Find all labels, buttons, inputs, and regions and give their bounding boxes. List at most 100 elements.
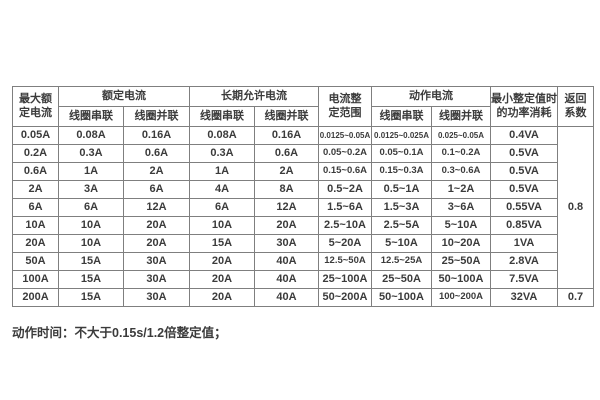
header-setting-range: 电流整 定范围 bbox=[318, 86, 372, 127]
header-row-subcolumns: 线圈串联 线圈并联 线圈串联 线圈并联 线圈串联 线圈并联 bbox=[13, 106, 594, 127]
table-cell: 10A bbox=[12, 216, 59, 235]
table-cell: 1VA bbox=[490, 234, 558, 253]
header-long-term-current-group: 长期允许电流 bbox=[189, 86, 319, 107]
table-cell: 25~100A bbox=[318, 270, 372, 289]
table-cell: 0.85VA bbox=[490, 216, 558, 235]
table-cell: 12.5~25A bbox=[371, 252, 432, 271]
header-line: 系数 bbox=[564, 106, 587, 119]
header-row-groups: 最大额 定电流 额定电流 长期允许电流 电流整 定范围 动作电流 最小整定值时 … bbox=[12, 86, 594, 127]
table-cell: 0.6A bbox=[12, 162, 59, 181]
header-coil-parallel: 线圈并联 bbox=[254, 106, 319, 127]
table-row: 0.05A 0.08A 0.16A 0.08A 0.16A 0.0125~0.05A 0.0… bbox=[12, 126, 594, 289]
header-coil-parallel: 线圈并联 bbox=[431, 106, 491, 127]
table-cell: 6A bbox=[123, 180, 190, 199]
table-cell: 0.2A bbox=[12, 144, 59, 163]
table-cell: 25~50A bbox=[371, 270, 432, 289]
header-line: 定电流 bbox=[19, 106, 52, 119]
header-operating-current-group: 动作电流 bbox=[371, 86, 491, 107]
table-row: 2A 3A 6A 4A 8A 0.5~2A 0.5~1A 1~2A 0.5VA bbox=[12, 180, 594, 199]
table-cell: 32VA bbox=[490, 288, 558, 307]
table-cell: 8A bbox=[254, 180, 319, 199]
footer-note: 动作时间：不大于0.15s/1.2倍整定值； bbox=[12, 326, 227, 340]
table-cell: 0.5VA bbox=[490, 180, 558, 199]
header-rated-current-group: 额定电流 bbox=[58, 86, 190, 107]
table-cell: 4A bbox=[189, 180, 255, 199]
table-cell: 2.8VA bbox=[490, 252, 558, 271]
table-cell: 0.15~0.3A bbox=[371, 162, 432, 181]
header-line: 电流整 bbox=[328, 92, 362, 105]
table-cell: 40A bbox=[254, 252, 319, 271]
table-cell: 0.4VA bbox=[490, 126, 558, 145]
table-cell: 1.5~3A bbox=[371, 198, 432, 217]
table-row: 0.2A 0.3A 0.6A 0.3A 0.6A 0.05~0.2A 0.05~0.1A 0.… bbox=[12, 144, 594, 163]
table-cell: 2A bbox=[254, 162, 319, 181]
table-cell: 0.0125~0.05A bbox=[318, 126, 372, 145]
header-coil-series: 线圈串联 bbox=[58, 106, 124, 127]
table-cell: 5~10A bbox=[431, 216, 491, 235]
table-cell: 0.55VA bbox=[490, 198, 558, 217]
table-cell: 20A bbox=[189, 252, 255, 271]
table-cell: 30A bbox=[123, 288, 190, 307]
table-cell: 6A bbox=[58, 198, 124, 217]
table-cell: 3A bbox=[58, 180, 124, 199]
table-cell: 0.5VA bbox=[490, 144, 558, 163]
table-cell: 0.05A bbox=[12, 126, 59, 145]
header-coil-series: 线圈串联 bbox=[189, 106, 255, 127]
return-coefficient-cell: 0.7 bbox=[557, 288, 594, 307]
header-line: 最小整定值时 bbox=[491, 92, 557, 105]
table-cell: 0.5~2A bbox=[318, 180, 372, 199]
table-cell: 5~20A bbox=[318, 234, 372, 253]
table-cell: 12A bbox=[254, 198, 319, 217]
table-cell: 0.05~0.1A bbox=[371, 144, 432, 163]
table-cell: 0.5VA bbox=[490, 162, 558, 181]
table-cell: 1.5~6A bbox=[318, 198, 372, 217]
table-cell: 7.5VA bbox=[490, 270, 558, 289]
table-cell: 0.08A bbox=[58, 126, 124, 145]
table-cell: 15A bbox=[58, 270, 124, 289]
header-coil-series: 线圈串联 bbox=[371, 106, 432, 127]
table-cell: 6A bbox=[189, 198, 255, 217]
header-line: 返回 bbox=[564, 92, 587, 105]
table-cell: 10A bbox=[58, 216, 124, 235]
return-coefficient-cell: 0.8 bbox=[557, 126, 594, 289]
table-cell: 50~200A bbox=[318, 288, 372, 307]
header-line: 的功率消耗 bbox=[496, 106, 552, 119]
table-cell: 0.0125~0.025A bbox=[371, 126, 432, 145]
header-min-power: 最小整定值时 的功率消耗 bbox=[490, 86, 558, 127]
table-cell: 0.3~0.6A bbox=[431, 162, 491, 181]
table-cell: 1A bbox=[58, 162, 124, 181]
table-cell: 10A bbox=[189, 216, 255, 235]
table-row: 20A 10A 20A 15A 30A 5~20A 5~10A 10~20A 1VA bbox=[12, 234, 594, 253]
table-cell: 12.5~50A bbox=[318, 252, 372, 271]
table-cell: 15A bbox=[189, 234, 255, 253]
table-cell: 2.5~5A bbox=[371, 216, 432, 235]
table-cell: 0.16A bbox=[254, 126, 319, 145]
table-cell: 2A bbox=[12, 180, 59, 199]
table-cell: 1A bbox=[189, 162, 255, 181]
table-cell: 15A bbox=[58, 288, 124, 307]
table-cell: 0.16A bbox=[123, 126, 190, 145]
header-return-coefficient: 返回 系数 bbox=[557, 86, 594, 127]
header-coil-parallel: 线圈并联 bbox=[123, 106, 190, 127]
table-cell: 50~100A bbox=[431, 270, 491, 289]
table-cell: 20A bbox=[189, 270, 255, 289]
table-cell: 40A bbox=[254, 288, 319, 307]
table-cell: 2.5~10A bbox=[318, 216, 372, 235]
table-cell: 200A bbox=[12, 288, 59, 307]
table-cell: 0.3A bbox=[189, 144, 255, 163]
table-cell: 0.6A bbox=[254, 144, 319, 163]
table-cell: 20A bbox=[123, 216, 190, 235]
table-cell: 30A bbox=[123, 270, 190, 289]
table-cell: 30A bbox=[254, 234, 319, 253]
table-cell: 20A bbox=[254, 216, 319, 235]
table-cell: 10A bbox=[58, 234, 124, 253]
table-row: 0.6A 1A 2A 1A 2A 0.15~0.6A 0.15~0.3A 0.3~0.6A 0.… bbox=[12, 162, 594, 181]
table-cell: 3~6A bbox=[431, 198, 491, 217]
table-cell: 1~2A bbox=[431, 180, 491, 199]
table-row: 100A 15A 30A 20A 40A 25~100A 25~50A 50~100A 7.5V… bbox=[12, 270, 594, 289]
table-cell: 50A bbox=[12, 252, 59, 271]
table-cell: 100A bbox=[12, 270, 59, 289]
spec-table-body: 0.05A 0.08A 0.16A 0.08A 0.16A 0.0125~0.05A 0.0… bbox=[12, 126, 594, 307]
table-cell: 0.3A bbox=[58, 144, 124, 163]
table-cell: 20A bbox=[123, 234, 190, 253]
